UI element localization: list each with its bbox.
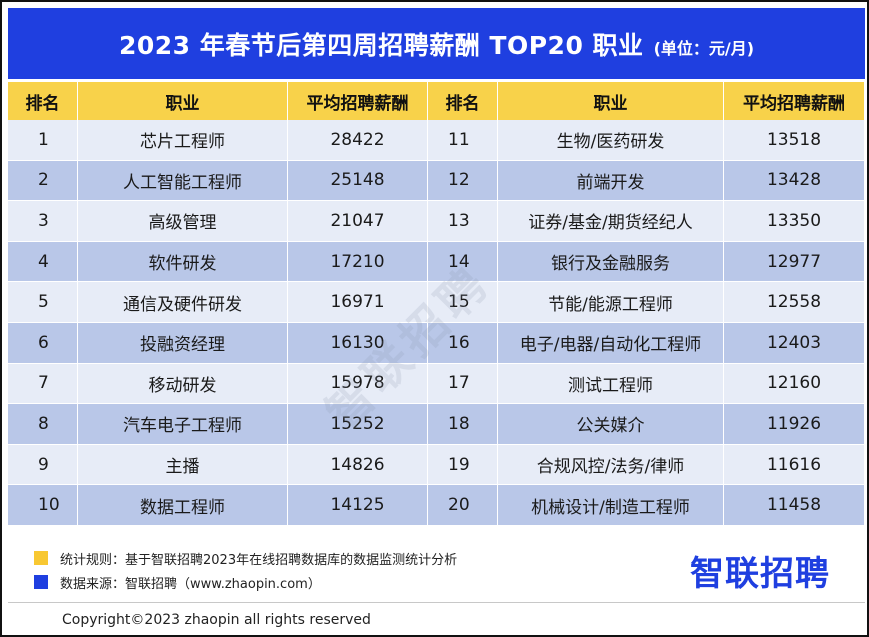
- table-header-row: 排名 职业 平均招聘薪酬 排名 职业 平均招聘薪酬: [8, 82, 865, 120]
- salary-cell: 13428: [724, 160, 865, 202]
- job-cell: 机械设计/制造工程师: [498, 485, 724, 526]
- salary-cell: 15978: [288, 363, 428, 405]
- column-header-salary: 平均招聘薪酬: [724, 82, 865, 120]
- rank-cell: 16: [428, 322, 498, 364]
- job-cell: 节能/能源工程师: [498, 282, 724, 323]
- salary-cell: 11616: [724, 444, 865, 486]
- title-bar: 2023 年春节后第四周招聘薪酬 TOP20 职业 (单位：元/月): [8, 8, 865, 79]
- salary-cell: 13350: [724, 201, 865, 242]
- rank-cell: 7: [8, 363, 78, 405]
- salary-cell: 12403: [724, 322, 865, 364]
- rank-cell: 4: [8, 241, 78, 283]
- note-source-text: 数据来源：智联招聘（www.zhaopin.com）: [60, 576, 321, 592]
- table-row: 3 高级管理 21047 13 证券/基金/期货经纪人 13350: [8, 201, 865, 242]
- job-cell: 合规风控/法务/律师: [498, 444, 724, 486]
- job-cell: 数据工程师: [78, 485, 288, 526]
- table-row: 4 软件研发 17210 14 银行及金融服务 12977: [8, 241, 865, 283]
- salary-cell: 16130: [288, 322, 428, 364]
- rank-cell: 17: [428, 363, 498, 405]
- job-cell: 投融资经理: [78, 322, 288, 364]
- job-cell: 证券/基金/期货经纪人: [498, 201, 724, 242]
- rank-cell: 20: [428, 485, 498, 526]
- table-row: 9 主播 14826 19 合规风控/法务/律师 11616: [8, 444, 865, 486]
- table-row: 10 数据工程师 14125 20 机械设计/制造工程师 11458: [8, 485, 865, 526]
- rank-cell: 19: [428, 444, 498, 486]
- unit-label: (单位：元/月): [653, 38, 755, 58]
- job-cell: 通信及硬件研发: [78, 282, 288, 323]
- rank-cell: 11: [428, 120, 498, 161]
- divider: [8, 602, 865, 603]
- rank-cell: 14: [428, 241, 498, 283]
- table-row: 7 移动研发 15978 17 测试工程师 12160: [8, 363, 865, 405]
- job-cell: 人工智能工程师: [78, 160, 288, 202]
- blue-square-icon: [34, 575, 48, 589]
- job-cell: 测试工程师: [498, 363, 724, 405]
- rank-cell: 8: [8, 404, 78, 445]
- table-row: 5 通信及硬件研发 16971 15 节能/能源工程师 12558: [8, 282, 865, 323]
- table-row: 6 投融资经理 16130 16 电子/电器/自动化工程师 12403: [8, 322, 865, 364]
- table-row: 2 人工智能工程师 25148 12 前端开发 13428: [8, 160, 865, 202]
- salary-cell: 28422: [288, 120, 428, 161]
- yellow-square-icon: [34, 551, 48, 565]
- column-header-job: 职业: [78, 82, 288, 120]
- table-row: 1 芯片工程师 28422 11 生物/医药研发 13518: [8, 120, 865, 161]
- brand-logo: 智联招聘: [690, 554, 830, 594]
- job-cell: 前端开发: [498, 160, 724, 202]
- salary-cell: 11458: [724, 485, 865, 526]
- rank-cell: 12: [428, 160, 498, 202]
- note-source: 数据来源：智联招聘（www.zhaopin.com）: [34, 570, 457, 594]
- salary-cell: 25148: [288, 160, 428, 202]
- rank-cell: 10: [8, 485, 78, 526]
- table-row: 8 汽车电子工程师 15252 18 公关媒介 11926: [8, 404, 865, 445]
- salary-cell: 15252: [288, 404, 428, 445]
- column-header-rank: 排名: [8, 82, 78, 120]
- rank-cell: 2: [8, 160, 78, 202]
- job-cell: 芯片工程师: [78, 120, 288, 161]
- salary-cell: 11926: [724, 404, 865, 445]
- job-cell: 移动研发: [78, 363, 288, 405]
- rank-cell: 1: [8, 120, 78, 161]
- salary-cell: 17210: [288, 241, 428, 283]
- salary-cell: 21047: [288, 201, 428, 242]
- salary-cell: 12977: [724, 241, 865, 283]
- rank-cell: 9: [8, 444, 78, 486]
- note-rule: 统计规则：基于智联招聘2023年在线招聘数据库的数据监测统计分析: [34, 546, 457, 570]
- salary-cell: 12160: [724, 363, 865, 405]
- column-header-salary: 平均招聘薪酬: [288, 82, 428, 120]
- job-cell: 电子/电器/自动化工程师: [498, 322, 724, 364]
- salary-cell: 12558: [724, 282, 865, 323]
- column-header-job: 职业: [498, 82, 724, 120]
- page-title: 2023 年春节后第四周招聘薪酬 TOP20 职业: [118, 30, 644, 60]
- salary-cell: 14125: [288, 485, 428, 526]
- job-cell: 软件研发: [78, 241, 288, 283]
- salary-cell: 13518: [724, 120, 865, 161]
- notes: 统计规则：基于智联招聘2023年在线招聘数据库的数据监测统计分析 数据来源：智联…: [34, 546, 457, 594]
- copyright: Copyright©2023 zhaopin all rights reserv…: [62, 612, 371, 628]
- note-rule-text: 统计规则：基于智联招聘2023年在线招聘数据库的数据监测统计分析: [60, 552, 458, 568]
- job-cell: 主播: [78, 444, 288, 486]
- job-cell: 公关媒介: [498, 404, 724, 445]
- salary-table: 排名 职业 平均招聘薪酬 排名 职业 平均招聘薪酬 1 芯片工程师 28422 …: [8, 82, 865, 526]
- job-cell: 汽车电子工程师: [78, 404, 288, 445]
- job-cell: 生物/医药研发: [498, 120, 724, 161]
- rank-cell: 3: [8, 201, 78, 242]
- salary-cell: 16971: [288, 282, 428, 323]
- rank-cell: 6: [8, 322, 78, 364]
- column-header-rank: 排名: [428, 82, 498, 120]
- rank-cell: 15: [428, 282, 498, 323]
- rank-cell: 13: [428, 201, 498, 242]
- salary-cell: 14826: [288, 444, 428, 486]
- rank-cell: 5: [8, 282, 78, 323]
- job-cell: 高级管理: [78, 201, 288, 242]
- job-cell: 银行及金融服务: [498, 241, 724, 283]
- rank-cell: 18: [428, 404, 498, 445]
